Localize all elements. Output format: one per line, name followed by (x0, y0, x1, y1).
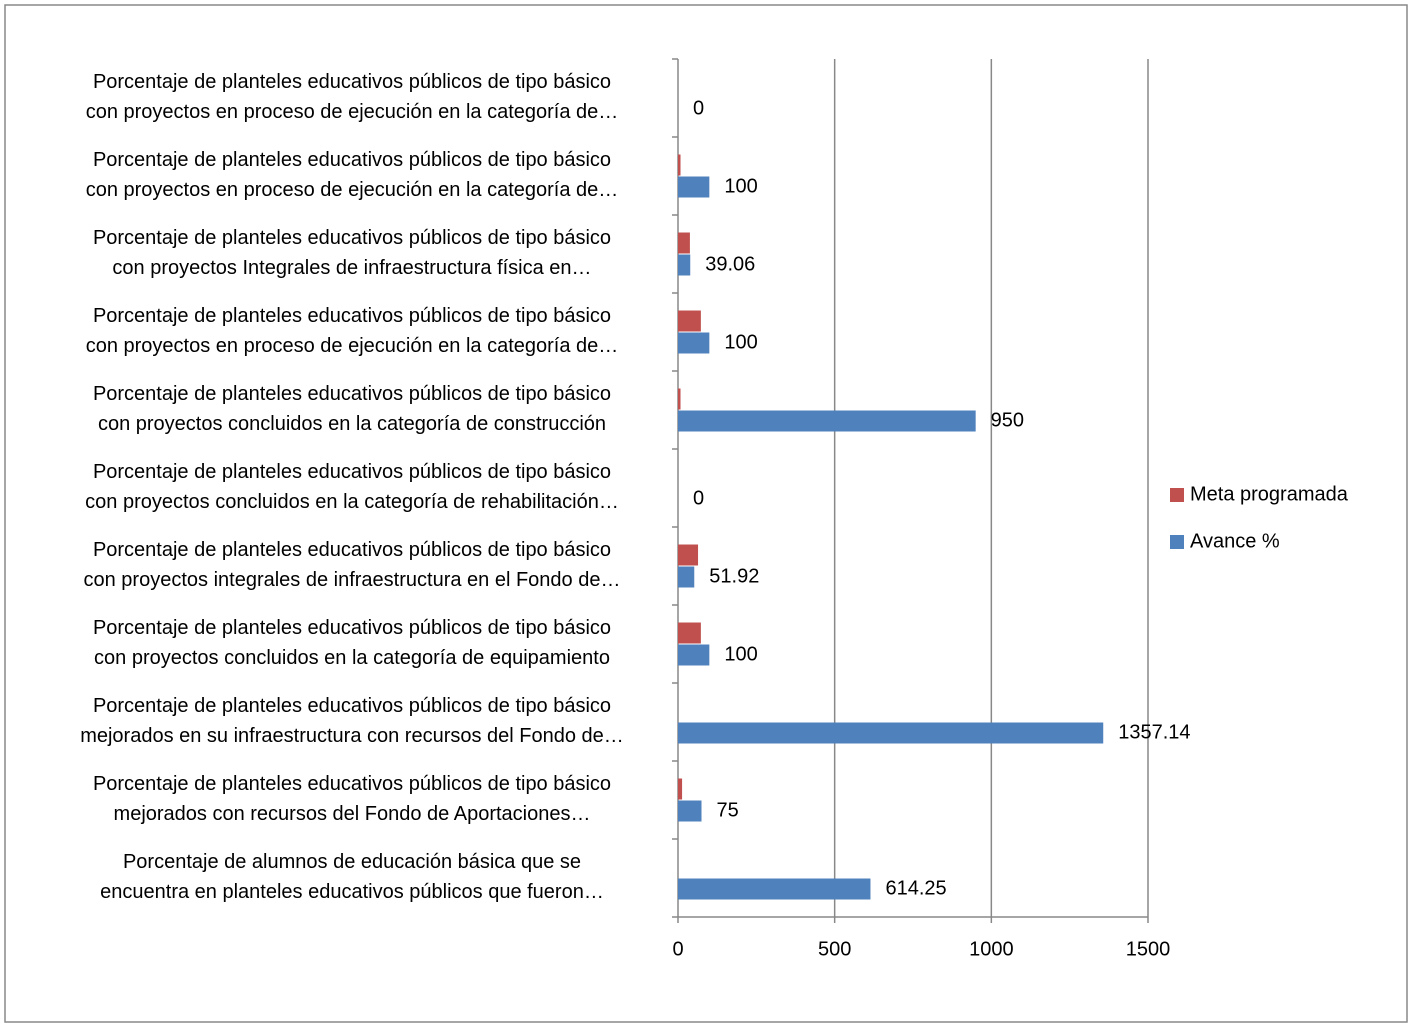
y-tick-label: Porcentaje de planteles educativos públi… (86, 71, 619, 123)
data-label: 0 (693, 487, 704, 509)
data-label: 614.25 (885, 877, 946, 899)
legend-label: Avance % (1190, 530, 1280, 552)
data-label: 51.92 (709, 565, 759, 587)
bar (678, 232, 690, 254)
data-label: 100 (724, 331, 757, 353)
legend-swatch (1170, 535, 1184, 549)
bar (678, 254, 691, 276)
legend-swatch (1170, 488, 1184, 502)
bar (678, 388, 681, 410)
bar (678, 800, 702, 822)
data-label: 75 (717, 799, 739, 821)
bar (678, 622, 701, 644)
x-tick-label: 1000 (969, 938, 1014, 960)
y-tick-label: Porcentaje de planteles educativos públi… (85, 461, 619, 513)
bar (678, 566, 695, 588)
data-label: 100 (724, 175, 757, 197)
legend-label: Meta programada (1190, 483, 1349, 505)
y-tick-label: Porcentaje de planteles educativos públi… (84, 539, 621, 591)
y-tick-label: Porcentaje de planteles educativos públi… (86, 149, 619, 201)
chart-border (4, 4, 1408, 1023)
data-label: 1357.14 (1118, 721, 1190, 743)
data-label: 100 (724, 643, 757, 665)
bar (678, 176, 710, 198)
y-tick-label: Porcentaje de planteles educativos públi… (93, 617, 611, 669)
data-label: 39.06 (705, 253, 755, 275)
bar (678, 332, 710, 354)
x-tick-label: 0 (672, 938, 683, 960)
x-tick-label: 500 (818, 938, 851, 960)
data-label: 950 (991, 409, 1024, 431)
y-tick-label: Porcentaje de planteles educativos públi… (86, 305, 619, 357)
y-tick-label: Porcentaje de planteles educativos públi… (93, 227, 611, 279)
bar (678, 154, 681, 176)
data-label: 0 (693, 97, 704, 119)
y-tick-label: Porcentaje de planteles educativos públi… (93, 383, 611, 435)
y-tick-label: Porcentaje de planteles educativos públi… (93, 773, 611, 825)
bar (678, 878, 871, 900)
bar (678, 778, 683, 800)
x-tick-label: 1500 (1126, 938, 1171, 960)
bar (678, 410, 976, 432)
bar (678, 544, 699, 566)
bar (678, 722, 1104, 744)
bar (678, 644, 710, 666)
y-tick-label: Porcentaje de planteles educativos públi… (80, 695, 624, 747)
bar (678, 310, 701, 332)
y-tick-label: Porcentaje de alumnos de educación básic… (100, 851, 604, 903)
